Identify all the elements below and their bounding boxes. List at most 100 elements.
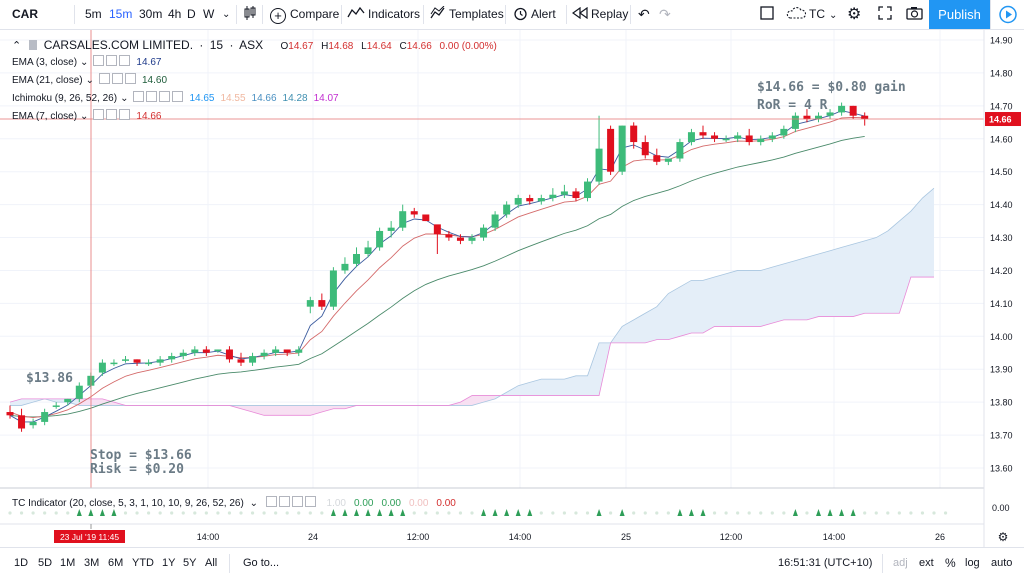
source-icon[interactable]	[172, 91, 184, 102]
indicators-label: Indicators	[368, 7, 421, 21]
main-series-legend: ⌃ CARSALES.COM LIMITED. · 15 · ASX O14.6…	[12, 37, 497, 53]
settings-gear-icon[interactable]: ⚙	[998, 530, 1009, 544]
interval-W[interactable]: W	[203, 7, 215, 21]
chart-area[interactable]: 14.90 14.80 14.70 14.60 14.50 14.40 14.30 14.20…	[0, 30, 1024, 547]
alert-button[interactable]: Alert	[513, 0, 556, 29]
tc-signal-dot	[632, 511, 636, 515]
range-6M[interactable]: 6M	[108, 557, 124, 569]
interval-30m[interactable]: 30m	[139, 7, 163, 21]
range-5D[interactable]: 5D	[38, 557, 53, 569]
play-icon[interactable]	[990, 0, 1024, 29]
chevron-down-icon[interactable]: ⌄	[249, 498, 258, 509]
candle-body	[549, 194, 557, 199]
close-icon[interactable]	[304, 496, 316, 507]
current-price-tag	[985, 112, 1021, 127]
layout-button[interactable]: TC ⌄	[786, 0, 837, 29]
close-icon[interactable]	[124, 73, 136, 84]
interval-4h[interactable]: 4h	[168, 7, 182, 21]
range-1D[interactable]: 1D	[14, 557, 29, 569]
settings-icon[interactable]	[106, 109, 118, 120]
chevron-down-icon[interactable]: ⌄	[120, 93, 129, 104]
undo-icon[interactable]: ↶	[638, 6, 650, 22]
candle-body	[341, 263, 349, 271]
extended-hours-toggle[interactable]: ext	[919, 557, 934, 569]
tc-signal-up	[330, 509, 336, 516]
settings-icon[interactable]	[111, 73, 123, 84]
candle-body	[237, 359, 245, 363]
settings-icon[interactable]	[146, 91, 158, 102]
log-scale-toggle[interactable]: log	[965, 557, 980, 569]
interval-D[interactable]: D	[187, 7, 196, 21]
eye-icon[interactable]	[265, 496, 277, 507]
auto-scale-toggle[interactable]: auto	[991, 557, 1013, 569]
templates-button[interactable]: Templates	[430, 0, 504, 29]
tc-signal-dot	[747, 511, 751, 515]
settings-icon[interactable]	[106, 55, 118, 66]
chevron-down-icon[interactable]: ⌄	[80, 57, 89, 68]
goto-date-button[interactable]: Go to...	[243, 557, 280, 569]
tc-signal-dot	[539, 511, 543, 515]
range-3M[interactable]: 3M	[84, 557, 100, 569]
replay-button[interactable]: Replay	[571, 0, 628, 29]
close-icon[interactable]	[159, 91, 171, 102]
range-5Y[interactable]: 5Y	[183, 557, 197, 569]
expand-icon[interactable]	[878, 0, 892, 29]
candle-body	[191, 349, 199, 353]
chart-type-candles-icon[interactable]	[243, 0, 257, 29]
crosshair-time-tag	[54, 530, 125, 543]
candle-body	[491, 214, 499, 228]
price-chart[interactable]: 14.90 14.80 14.70 14.60 14.50 14.40 14.30 14.20…	[0, 30, 1024, 547]
eye-icon[interactable]	[93, 109, 105, 120]
range-1M[interactable]: 1M	[60, 557, 76, 569]
range-YTD[interactable]: YTD	[132, 557, 154, 569]
settings-gear-icon[interactable]: ⚙	[847, 6, 862, 23]
tc-signal-up	[504, 509, 510, 516]
candle-body	[156, 359, 164, 363]
tc-signal-up	[377, 509, 383, 516]
interval-15m[interactable]: 15m	[109, 7, 133, 21]
candle-body	[122, 359, 129, 361]
candle-body	[260, 352, 268, 357]
candle-body	[272, 349, 280, 353]
interval-dropdown-chevron-down-icon[interactable]: ⌄	[222, 9, 231, 20]
plus-circle-icon: +	[270, 8, 286, 24]
candle-body	[745, 135, 753, 143]
range-1Y[interactable]: 1Y	[162, 557, 176, 569]
percent-scale-toggle[interactable]: %	[945, 556, 956, 570]
camera-snapshot-icon[interactable]	[906, 0, 923, 29]
eye-icon[interactable]	[133, 91, 145, 102]
candle-body	[676, 142, 684, 159]
publish-button[interactable]: Publish	[929, 0, 990, 29]
layout-name: TC	[809, 7, 825, 21]
close-icon[interactable]	[119, 55, 131, 66]
collapse-legend-icon[interactable]: ⌃	[12, 40, 22, 52]
candle-body	[306, 300, 314, 307]
close-icon[interactable]	[119, 109, 131, 120]
indicators-button[interactable]: Indicators	[347, 0, 420, 29]
settings-icon[interactable]	[278, 496, 290, 507]
clock[interactable]: 16:51:31 (UTC+10)	[778, 557, 873, 569]
tc-signal-dot	[886, 511, 890, 515]
range-All[interactable]: All	[205, 557, 218, 569]
interval-5m[interactable]: 5m	[85, 7, 102, 21]
tc-indicator-value: 1.00	[326, 498, 346, 509]
indicator-value: 14.60	[141, 75, 168, 86]
indicator-value: 14.55	[220, 93, 246, 104]
redo-icon[interactable]: ↷	[659, 6, 671, 22]
fullscreen-window-icon[interactable]	[760, 0, 774, 29]
candle-body	[52, 405, 60, 407]
adjust-toggle[interactable]: adj	[893, 557, 908, 569]
chevron-down-icon[interactable]: ⌄	[80, 111, 89, 122]
eye-icon[interactable]	[93, 55, 105, 66]
risk-annotation: Risk = $0.20	[90, 462, 184, 477]
price-tick-label: 14.20	[990, 266, 1013, 276]
source-icon[interactable]	[291, 496, 303, 507]
chevron-down-icon[interactable]: ⌄	[85, 75, 94, 86]
symbol-search[interactable]: CAR	[12, 7, 38, 21]
candle-body	[387, 227, 395, 231]
compare-button[interactable]: + Compare	[270, 0, 339, 29]
eye-icon[interactable]	[98, 73, 110, 84]
candle-body	[711, 135, 719, 139]
indicator-legend-1: EMA (21, close) ⌄ 14.60	[12, 73, 167, 87]
tc-signal-dot	[31, 511, 35, 515]
